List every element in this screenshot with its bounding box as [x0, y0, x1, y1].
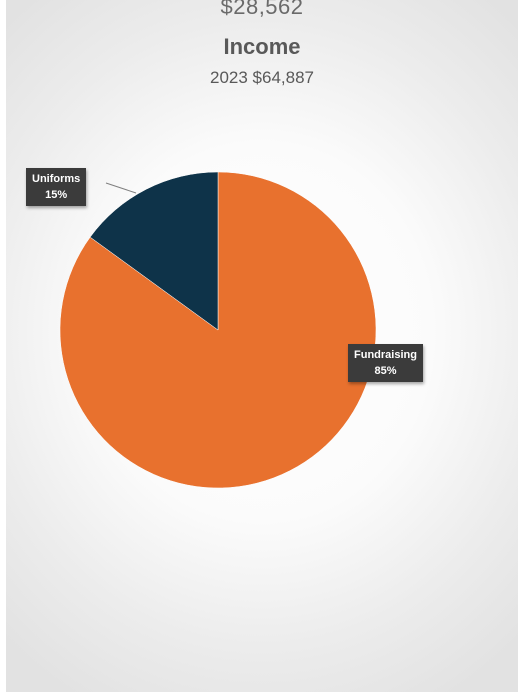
- uniforms-label-name: Uniforms: [32, 173, 81, 185]
- fundraising-data-label: Fundraising 85%: [348, 344, 423, 382]
- uniforms-label-value: 15%: [45, 189, 68, 201]
- uniforms-data-label: Uniforms 15%: [26, 168, 87, 206]
- chart-subtitle: 2023 $64,887: [210, 68, 314, 87]
- pie-chart: [59, 171, 377, 489]
- fundraising-label-value: 85%: [374, 365, 397, 377]
- top-value: $28,562: [220, 0, 304, 19]
- chart-title: Income: [223, 34, 301, 59]
- chart-frame: $28,562 Income 2023 $64,887 Uniforms 15%…: [6, 0, 518, 692]
- fundraising-label-name: Fundraising: [354, 349, 417, 361]
- uniforms-leader-line: [105, 182, 137, 194]
- pie-slice-uniforms: [89, 171, 219, 331]
